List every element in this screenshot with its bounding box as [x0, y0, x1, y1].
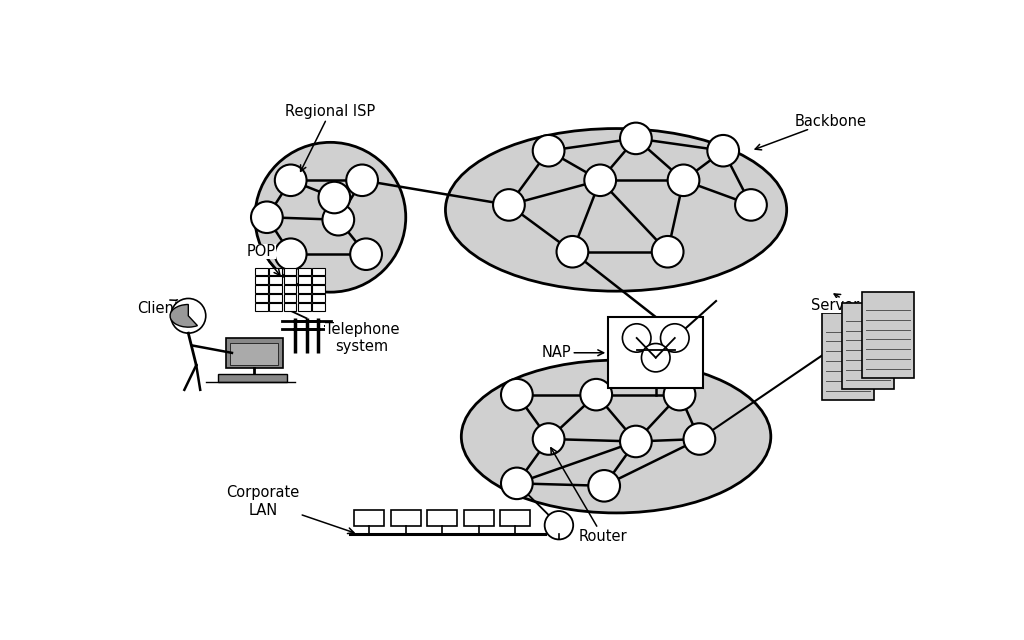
Text: Router: Router	[551, 448, 627, 543]
Text: NAP: NAP	[542, 345, 603, 360]
Ellipse shape	[664, 379, 695, 410]
Ellipse shape	[274, 164, 306, 196]
Ellipse shape	[532, 423, 564, 455]
Bar	[255, 276, 267, 284]
Bar	[312, 276, 325, 284]
Bar	[312, 268, 325, 275]
Bar	[255, 303, 267, 311]
Bar	[255, 285, 267, 293]
Ellipse shape	[255, 142, 406, 292]
Bar	[500, 511, 530, 526]
Text: Backbone: Backbone	[755, 114, 866, 150]
Ellipse shape	[545, 511, 573, 540]
Bar	[284, 294, 296, 302]
Ellipse shape	[462, 360, 771, 513]
Bar	[298, 303, 310, 311]
Bar	[230, 343, 278, 365]
Text: Corporate
LAN: Corporate LAN	[226, 485, 354, 534]
Ellipse shape	[585, 164, 616, 196]
Ellipse shape	[668, 164, 699, 196]
Bar	[225, 338, 283, 367]
Ellipse shape	[532, 135, 564, 166]
Bar	[269, 268, 282, 275]
Ellipse shape	[581, 379, 612, 410]
Ellipse shape	[623, 324, 651, 352]
Ellipse shape	[445, 129, 786, 291]
Bar	[312, 303, 325, 311]
Ellipse shape	[501, 468, 532, 499]
Bar	[284, 276, 296, 284]
Bar	[354, 511, 384, 526]
Bar	[862, 292, 913, 378]
Bar	[312, 294, 325, 302]
Bar	[298, 285, 310, 293]
Ellipse shape	[684, 423, 715, 455]
Ellipse shape	[501, 379, 532, 410]
Text: Server farm: Server farm	[811, 294, 898, 314]
Text: POP: POP	[247, 244, 280, 275]
Ellipse shape	[708, 135, 739, 166]
Bar	[284, 268, 296, 275]
Ellipse shape	[641, 344, 670, 372]
Ellipse shape	[346, 164, 378, 196]
Bar	[269, 294, 282, 302]
Text: Telephone
system: Telephone system	[325, 322, 399, 354]
Bar	[255, 294, 267, 302]
Ellipse shape	[557, 236, 588, 268]
Ellipse shape	[494, 189, 524, 221]
Bar	[312, 285, 325, 293]
Ellipse shape	[318, 182, 350, 213]
Bar	[284, 285, 296, 293]
Bar	[218, 374, 287, 382]
Ellipse shape	[588, 470, 620, 502]
Ellipse shape	[660, 324, 689, 352]
Ellipse shape	[171, 298, 206, 333]
Ellipse shape	[274, 239, 306, 270]
Bar	[269, 285, 282, 293]
Bar	[284, 303, 296, 311]
Wedge shape	[170, 305, 198, 327]
Bar	[269, 276, 282, 284]
Ellipse shape	[251, 202, 283, 233]
Ellipse shape	[621, 426, 651, 457]
Bar	[391, 511, 421, 526]
Bar	[269, 303, 282, 311]
Bar	[464, 511, 494, 526]
Ellipse shape	[350, 239, 382, 270]
Ellipse shape	[735, 189, 767, 221]
Bar	[298, 268, 310, 275]
Ellipse shape	[323, 204, 354, 236]
Bar	[608, 317, 703, 388]
Ellipse shape	[652, 236, 684, 268]
Bar	[822, 314, 873, 399]
Text: Client: Client	[137, 300, 179, 316]
Text: Regional ISP: Regional ISP	[286, 104, 376, 172]
Bar	[842, 303, 894, 388]
Bar	[298, 294, 310, 302]
Bar	[298, 276, 310, 284]
Bar	[427, 511, 458, 526]
Ellipse shape	[621, 123, 651, 154]
Bar	[255, 268, 267, 275]
